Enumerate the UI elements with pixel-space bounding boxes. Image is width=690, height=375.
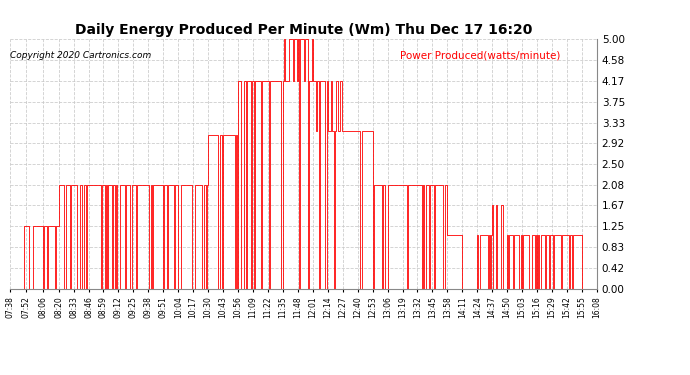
- Text: Copyright 2020 Cartronics.com: Copyright 2020 Cartronics.com: [10, 51, 152, 60]
- Title: Daily Energy Produced Per Minute (Wm) Thu Dec 17 16:20: Daily Energy Produced Per Minute (Wm) Th…: [75, 23, 532, 37]
- Text: Power Produced(watts/minute): Power Produced(watts/minute): [400, 51, 560, 61]
